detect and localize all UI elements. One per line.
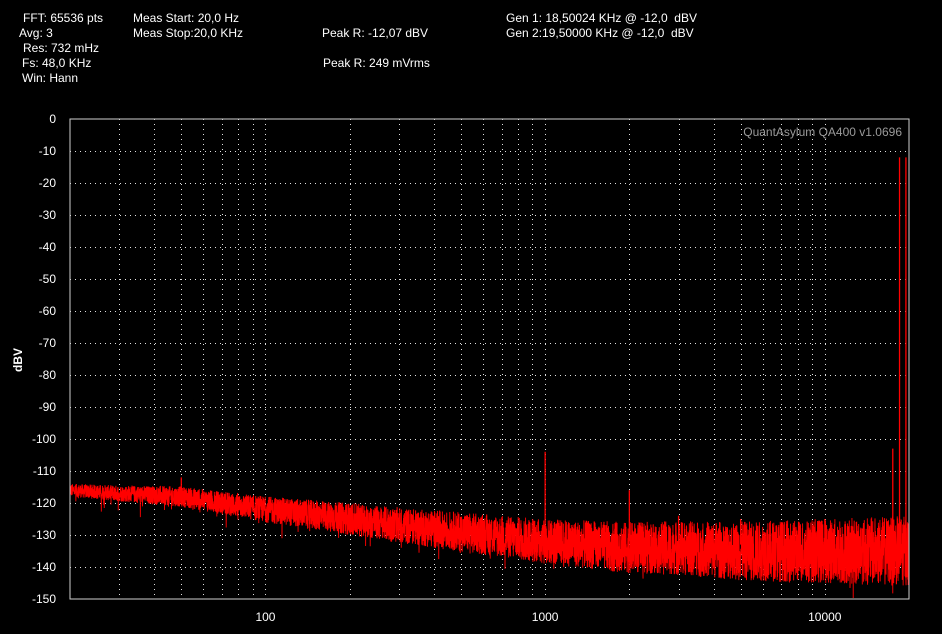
- spectrum-peaks: [180, 157, 907, 545]
- watermark: QuantAsylum QA400 v1.0696: [743, 125, 902, 139]
- y-tick-label: -40: [39, 240, 57, 254]
- spectrum-trace: [69, 484, 910, 599]
- y-tick-labels: 0 -10 -20 -30 -40 -50 -60 -70 -80 -90 -100 -110 -120…: [32, 112, 56, 606]
- noise-trace: [69, 484, 910, 599]
- generator-2: Gen 2:19,50000 KHz @ -12,0 dBV: [506, 26, 694, 40]
- sample-rate: Fs: 48,0 KHz: [22, 56, 92, 70]
- y-tick-label: -110: [33, 464, 56, 478]
- x-tick-labels: 100 1000 10000: [255, 610, 841, 624]
- y-tick-label: -50: [39, 272, 57, 286]
- y-tick-label: 0: [49, 112, 56, 126]
- generator-1: Gen 1: 18,50024 KHz @ -12,0 dBV: [506, 11, 697, 25]
- y-tick-label: -20: [39, 176, 57, 190]
- x-tick-label: 10000: [808, 610, 842, 624]
- window-type: Win: Hann: [22, 71, 79, 85]
- meas-start: Meas Start: 20,0 Hz: [133, 11, 240, 25]
- fft-points: FFT: 65536 pts: [23, 11, 104, 25]
- peak-r-dbv: Peak R: -12,07 dBV: [322, 26, 429, 40]
- y-tick-label: -120: [32, 496, 56, 510]
- y-tick-label: -100: [32, 432, 56, 446]
- y-tick-label: -130: [32, 528, 56, 542]
- x-tick-label: 100: [255, 610, 275, 624]
- x-tick-label: 1000: [532, 610, 559, 624]
- y-tick-label: -70: [39, 336, 57, 350]
- meas-stop: Meas Stop:20,0 KHz: [133, 26, 244, 40]
- y-tick-label: -30: [39, 208, 57, 222]
- y-tick-label: -150: [32, 592, 56, 606]
- averages: Avg: 3: [19, 26, 53, 40]
- plot-frame: [69, 118, 910, 600]
- y-tick-label: -90: [39, 400, 57, 414]
- y-axis-label: dBV: [11, 348, 25, 372]
- resolution: Res: 732 mHz: [23, 41, 100, 55]
- peak-r-mvrms: Peak R: 249 mVrms: [323, 56, 430, 70]
- y-tick-label: -80: [39, 368, 57, 382]
- y-tick-label: -10: [39, 144, 57, 158]
- y-tick-label: -140: [32, 560, 56, 574]
- y-tick-label: -60: [39, 304, 57, 318]
